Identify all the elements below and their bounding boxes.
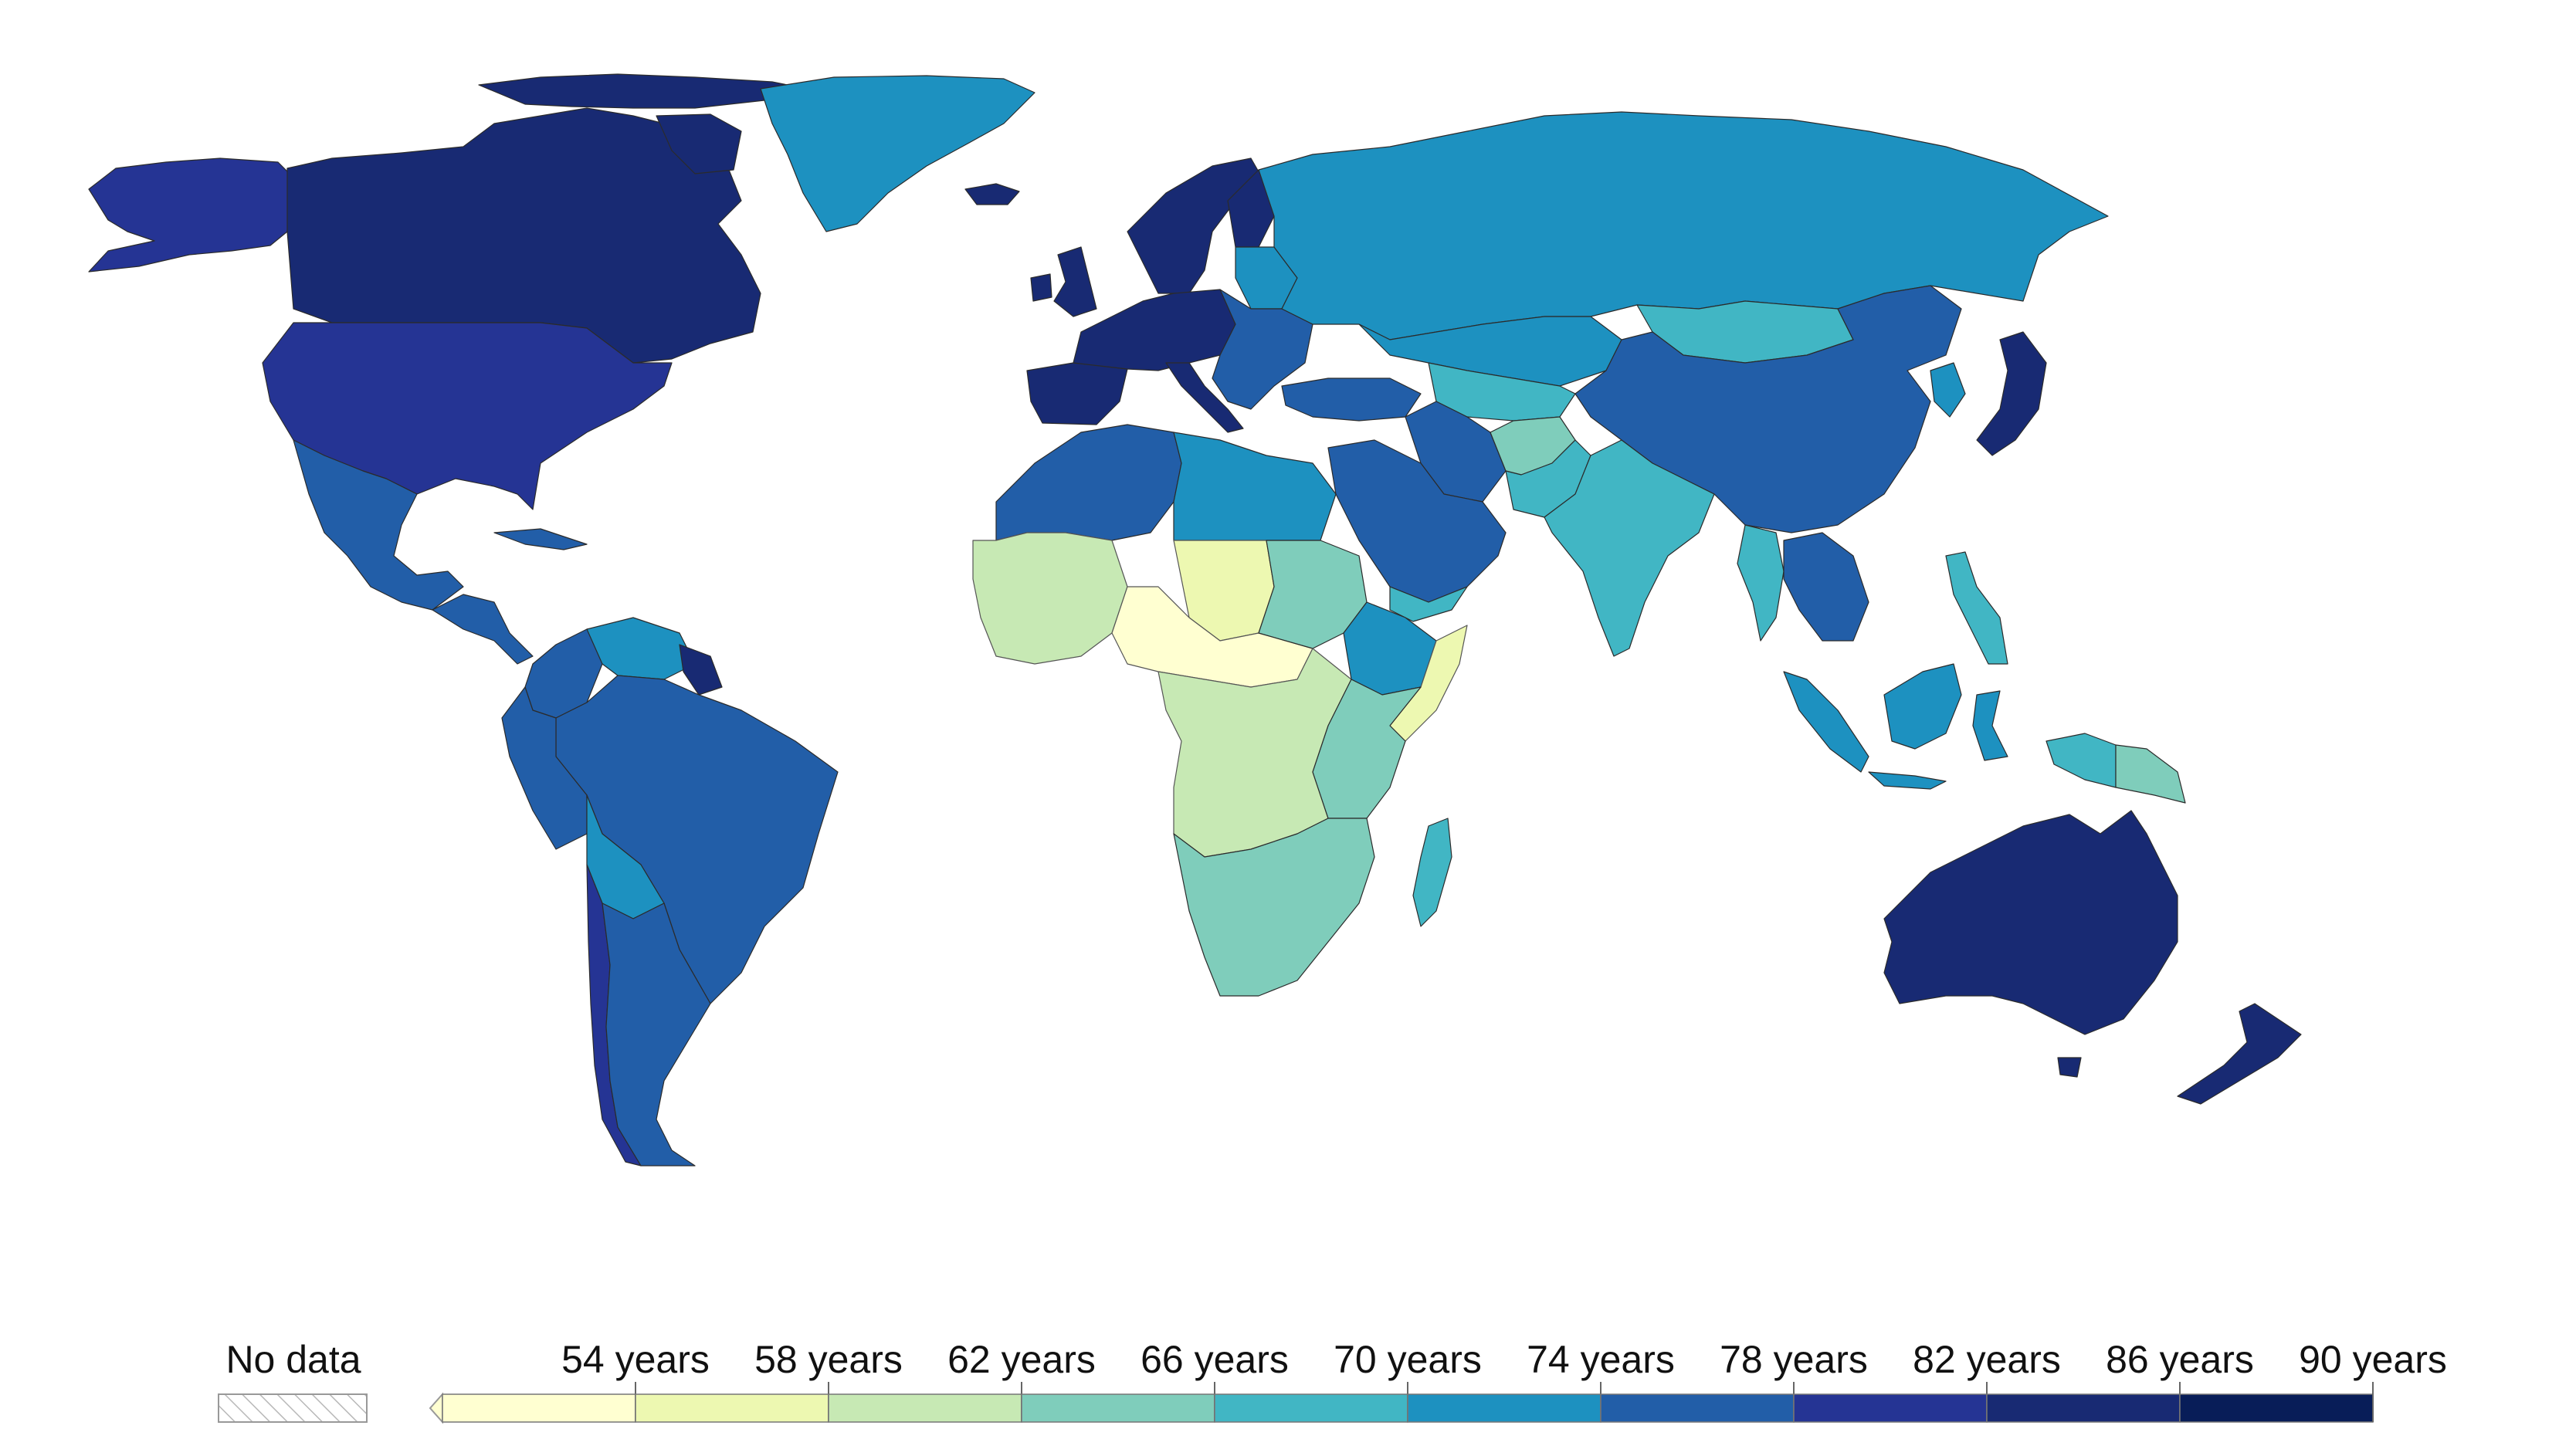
region-east-africa[interactable]: [1312, 679, 1422, 819]
region-mexico[interactable]: [293, 439, 464, 611]
region-uk[interactable]: [1053, 246, 1097, 317]
region-turkey[interactable]: [1281, 378, 1422, 422]
region-java[interactable]: [1868, 771, 1947, 790]
region-australia[interactable]: [1883, 810, 2178, 1035]
region-borneo[interactable]: [1883, 663, 1962, 750]
region-madagascar[interactable]: [1412, 818, 1452, 927]
region-libya-egypt[interactable]: [1173, 432, 1337, 541]
region-iceland[interactable]: [964, 183, 1020, 205]
region-guiana[interactable]: [679, 644, 723, 696]
region-central-america[interactable]: [432, 594, 534, 665]
region-scandinavia[interactable]: [1127, 157, 1267, 294]
country-shapes: [88, 73, 2302, 1166]
region-yemen[interactable]: [1389, 586, 1468, 622]
region-cuba[interactable]: [493, 528, 588, 550]
region-argentina[interactable]: [602, 902, 711, 1166]
region-tasmania[interactable]: [2057, 1057, 2082, 1078]
region-italy[interactable]: [1165, 362, 1244, 433]
region-southeast-asia[interactable]: [1783, 532, 1869, 642]
region-papua-new-guinea[interactable]: [2115, 744, 2186, 804]
region-india[interactable]: [1544, 439, 1715, 657]
region-russia[interactable]: [1258, 111, 2109, 340]
region-southern-africa[interactable]: [1173, 818, 1375, 997]
region-new-guinea[interactable]: [2046, 733, 2117, 788]
region-korea[interactable]: [1930, 362, 1966, 418]
region-eastern-europe[interactable]: [1212, 289, 1313, 410]
region-japan[interactable]: [1976, 331, 2047, 456]
region-canada-baffin[interactable]: [656, 113, 742, 174]
region-philippines[interactable]: [1945, 551, 2008, 665]
region-myanmar[interactable]: [1737, 524, 1785, 642]
region-new-zealand[interactable]: [2177, 1003, 2302, 1105]
region-greenland[interactable]: [760, 75, 1035, 232]
region-ireland[interactable]: [1030, 273, 1052, 302]
region-sumatra[interactable]: [1783, 671, 1869, 773]
region-venezuela[interactable]: [586, 617, 696, 680]
region-west-africa[interactable]: [972, 532, 1128, 665]
region-north-africa[interactable]: [995, 424, 1182, 541]
region-sulawesi[interactable]: [1972, 690, 2008, 761]
region-western-europe[interactable]: [1073, 289, 1236, 371]
region-arabia[interactable]: [1327, 439, 1507, 603]
region-alaska[interactable]: [88, 157, 290, 273]
region-iberia[interactable]: [1026, 362, 1128, 425]
